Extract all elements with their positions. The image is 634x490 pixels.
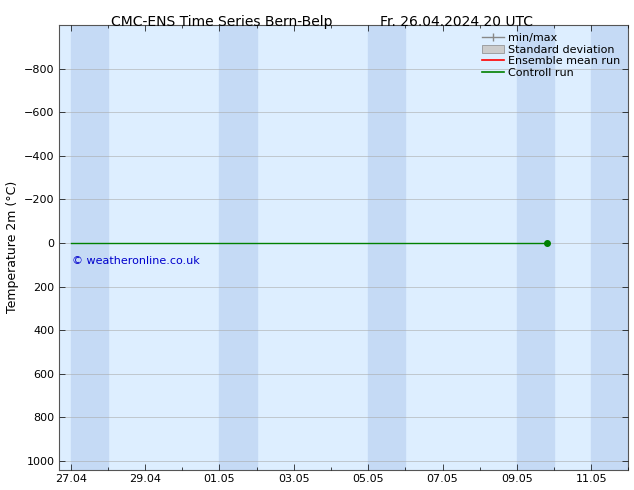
Legend: min/max, Standard deviation, Ensemble mean run, Controll run: min/max, Standard deviation, Ensemble me… (479, 31, 623, 80)
Y-axis label: Temperature 2m (°C): Temperature 2m (°C) (6, 181, 18, 314)
Text: Fr. 26.04.2024 20 UTC: Fr. 26.04.2024 20 UTC (380, 15, 533, 29)
Bar (70, 25, 108, 469)
Text: CMC-ENS Time Series Bern-Belp: CMC-ENS Time Series Bern-Belp (111, 15, 333, 29)
Text: © weatheronline.co.uk: © weatheronline.co.uk (72, 256, 200, 266)
Bar (517, 25, 554, 469)
Bar (219, 25, 257, 469)
Bar (592, 25, 628, 469)
Bar (368, 25, 405, 469)
